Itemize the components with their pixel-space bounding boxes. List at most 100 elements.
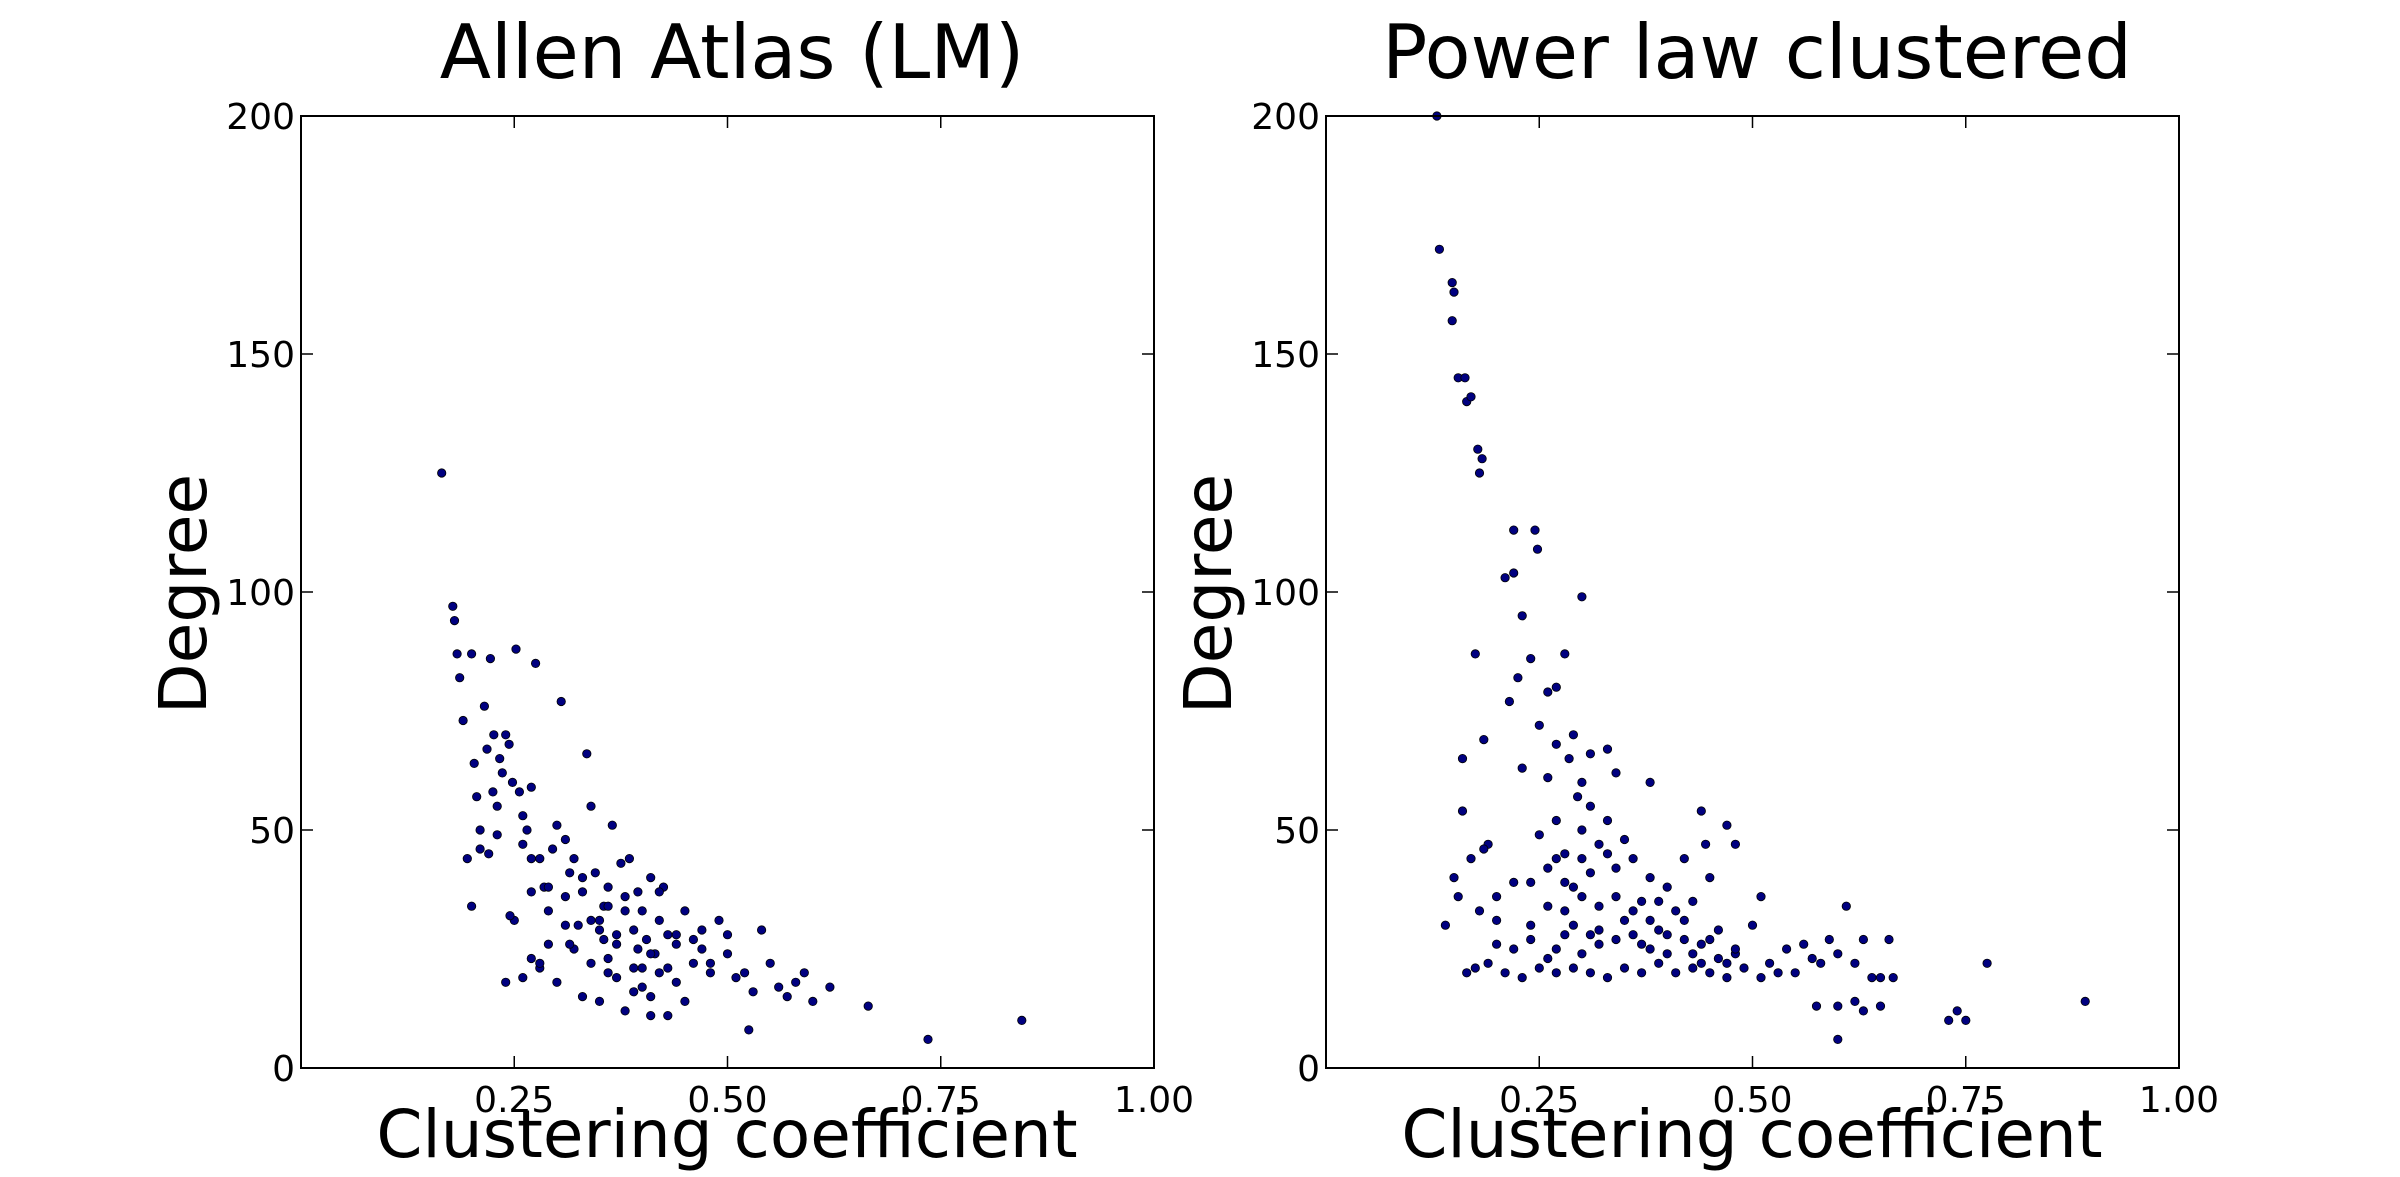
- scatter-point: [641, 934, 652, 945]
- x-tick-label: 1.00: [2139, 1080, 2219, 1121]
- scatter-point: [448, 601, 458, 611]
- y-tick-label: 50: [249, 811, 295, 852]
- scatter-point: [577, 872, 588, 883]
- scatter-point: [1833, 1034, 1843, 1045]
- scatter-point: [1543, 953, 1553, 964]
- scatter-point: [680, 906, 690, 916]
- scatter-point: [492, 830, 502, 840]
- scatter-point: [1530, 525, 1540, 535]
- scatter-point: [1679, 853, 1689, 864]
- scatter-point: [1602, 972, 1613, 983]
- chart-title: Allen Atlas (LM): [440, 8, 1025, 96]
- scatter-point: [714, 915, 724, 926]
- scatter-point: [1573, 792, 1583, 802]
- scatter-point: [1875, 972, 1886, 983]
- scatter-point: [543, 939, 554, 949]
- scatter-point: [1688, 949, 1698, 959]
- scatter-point: [462, 853, 472, 864]
- scatter-point: [1688, 896, 1698, 907]
- scatter-point: [526, 782, 536, 792]
- scatter-point: [1500, 573, 1510, 583]
- y-tick-label: 200: [1251, 97, 1320, 138]
- scatter-point: [472, 792, 482, 802]
- scatter-point: [526, 887, 536, 897]
- scatter-point: [1551, 853, 1561, 864]
- scatter-point: [1701, 839, 1711, 849]
- scatter-point: [765, 958, 775, 968]
- scatter-point: [599, 934, 609, 945]
- x-tick-label: 0.75: [901, 1080, 981, 1121]
- scatter-point: [1568, 882, 1579, 892]
- scatter-point: [582, 749, 592, 759]
- scatter-point: [569, 853, 579, 864]
- scatter-point: [1477, 454, 1487, 464]
- scatter-point: [1577, 825, 1587, 835]
- scatter-point: [1696, 806, 1706, 816]
- y-tick-label: 150: [226, 335, 295, 376]
- y-tick-label: 0: [272, 1049, 295, 1090]
- scatter-point: [1551, 944, 1561, 954]
- scatter-point: [1577, 592, 1587, 602]
- x-tick-label: 0.75: [1926, 1080, 2006, 1121]
- scatter-point: [1447, 277, 1457, 288]
- scatter-point: [1671, 968, 1681, 978]
- scatter-point: [1730, 944, 1741, 954]
- scatter-point: [1526, 877, 1536, 888]
- scatter-point: [1551, 815, 1561, 826]
- scatter-point: [577, 887, 588, 897]
- scatter-point: [1543, 901, 1553, 911]
- scatter-point: [603, 882, 613, 892]
- scatter-point: [518, 972, 528, 983]
- scatter-point: [1619, 963, 1630, 973]
- scatter-point: [1434, 244, 1445, 254]
- scatter-point: [663, 963, 673, 973]
- scatter-point: [1850, 996, 1860, 1007]
- scatter-point: [1619, 915, 1630, 926]
- scatter-point: [1713, 953, 1724, 964]
- scatter-point: [688, 958, 699, 968]
- scatter-point: [1526, 934, 1536, 945]
- scatter-point: [1517, 972, 1527, 983]
- scatter-point: [565, 939, 575, 949]
- scatter-point: [518, 811, 528, 821]
- plot-area-frame: [1325, 115, 2180, 1069]
- scatter-point: [1705, 934, 1715, 945]
- scatter-point: [594, 915, 605, 926]
- scatter-point: [1500, 968, 1510, 978]
- scatter-point: [1473, 444, 1483, 454]
- scatter-point: [654, 915, 664, 926]
- scatter-point: [1517, 611, 1527, 621]
- scatter-point: [705, 968, 716, 978]
- y-tick-label: 0: [1297, 1049, 1320, 1090]
- scatter-point: [1756, 891, 1766, 902]
- scatter-point: [663, 930, 673, 940]
- scatter-point: [1654, 896, 1664, 907]
- scatter-point: [1594, 939, 1604, 949]
- scatter-point: [722, 930, 733, 940]
- scatter-point: [1671, 906, 1681, 916]
- scatter-point: [1483, 958, 1493, 968]
- scatter-point: [1602, 744, 1613, 754]
- scatter-point: [1747, 920, 1758, 930]
- scatter-point: [1560, 930, 1570, 940]
- scatter-point: [633, 944, 643, 954]
- scatter-point: [671, 977, 681, 987]
- scatter-point: [1628, 906, 1638, 916]
- scatter-point: [1577, 853, 1587, 864]
- scatter-point: [482, 744, 492, 754]
- scatter-point: [1509, 525, 1519, 535]
- scatter-point: [1756, 972, 1766, 983]
- scatter-point: [808, 996, 818, 1007]
- scatter-point: [1534, 963, 1544, 973]
- scatter-point: [586, 801, 596, 811]
- scatter-point: [1526, 920, 1536, 930]
- scatter-point: [1509, 568, 1519, 578]
- scatter-point: [547, 844, 558, 854]
- scatter-point: [1982, 958, 1992, 968]
- scatter-point: [620, 1006, 630, 1016]
- scatter-point: [1888, 972, 1898, 983]
- y-tick-label: 150: [1251, 335, 1320, 376]
- scatter-point: [1585, 868, 1596, 878]
- scatter-point: [603, 953, 613, 964]
- scatter-point: [466, 649, 477, 659]
